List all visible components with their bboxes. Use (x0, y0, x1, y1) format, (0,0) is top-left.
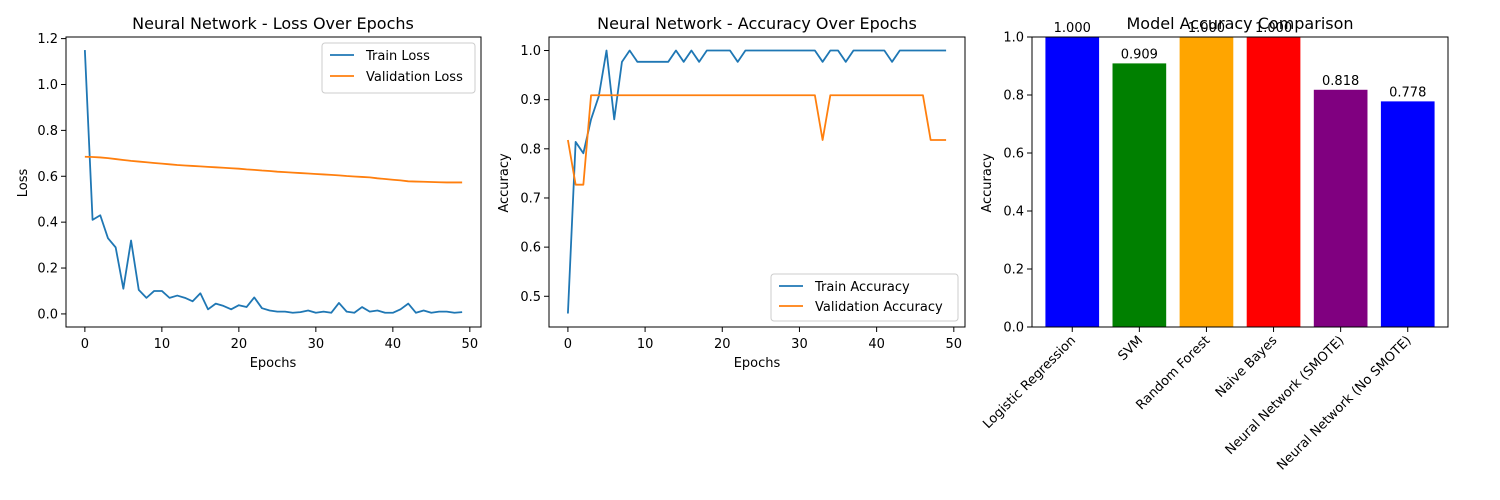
loss-chart-frame (65, 36, 482, 328)
loss-chart-xtick-label: 20 (231, 337, 248, 352)
accuracy-chart: Neural Network - Accuracy Over Epochs Ep… (497, 14, 966, 371)
accuracy-chart-ylabel: Accuracy (497, 153, 512, 213)
model-comparison-ytick-label: 0.0 (1003, 321, 1024, 336)
model-comparison-ytick-label: 1.0 (1003, 31, 1024, 46)
loss-chart-marks: 0 10 20 30 40 50 0.0 0.2 0.4 0.6 0.8 1.0 1.2 (37, 32, 478, 352)
loss-chart-legend: Train Loss Validation Loss (321, 42, 476, 94)
loss-chart-xtick-label: 50 (462, 337, 479, 352)
model-comparison-ylabel: Accuracy (980, 153, 995, 213)
model-comparison-ytick-label: 0.8 (1003, 89, 1024, 104)
accuracy-chart-legend: Train Accuracy Validation Accuracy (770, 273, 959, 322)
loss-chart-ytick-label: 0.6 (37, 170, 58, 185)
loss-legend-box (321, 42, 476, 94)
loss-chart-ytick-label: 0.4 (37, 216, 58, 231)
bar-logistic-regression (1045, 37, 1100, 327)
loss-chart-xtick-label: 0 (81, 337, 89, 352)
bar-neural-network-smote (1313, 89, 1368, 327)
accuracy-chart-ytick-label: 1.0 (520, 44, 541, 59)
accuracy-chart-xtick-label: 20 (714, 337, 731, 352)
accuracy-chart-ytick-label: 0.9 (520, 93, 541, 108)
model-comparison-ytick-label: 0.2 (1003, 263, 1024, 278)
accuracy-chart-xtick-label: 10 (637, 337, 654, 352)
loss-chart-ytick-label: 1.2 (37, 32, 58, 47)
bar-random-forest (1179, 37, 1234, 327)
accuracy-chart-xtick-label: 0 (564, 337, 572, 352)
series-line-validation-accuracy (567, 94, 947, 186)
accuracy-chart-frame (548, 36, 966, 328)
loss-chart-xtick-label: 10 (154, 337, 171, 352)
accuracy-chart-xtick-label: 30 (791, 337, 808, 352)
bar-value-label: 1.000 (1188, 21, 1225, 36)
legend-label-train-accuracy: Train Accuracy (814, 280, 910, 295)
loss-chart: Neural Network - Loss Over Epochs Epochs… (16, 14, 482, 371)
accuracy-chart-ytick-label: 0.5 (520, 290, 541, 305)
accuracy-chart-ytick-label: 0.6 (520, 241, 541, 256)
loss-chart-xlabel: Epochs (250, 356, 297, 371)
series-line-train-loss (83, 50, 463, 314)
model-comparison-ytick-label: 0.6 (1003, 147, 1024, 162)
loss-chart-xtick-label: 30 (308, 337, 325, 352)
loss-chart-ytick-label: 0.0 (37, 307, 58, 322)
legend-label-validation-loss: Validation Loss (366, 70, 463, 85)
accuracy-chart-xtick-label: 50 (946, 337, 963, 352)
bar-svm (1112, 63, 1167, 327)
legend-label-validation-accuracy: Validation Accuracy (815, 300, 943, 315)
bar-value-label: 1.000 (1255, 21, 1292, 36)
model-comparison-title: Model Accuracy Comparison (1126, 14, 1353, 33)
loss-chart-ytick-label: 1.0 (37, 78, 58, 93)
loss-chart-xtick-label: 40 (385, 337, 402, 352)
accuracy-chart-marks: 0 10 20 30 40 50 0.5 0.6 0.7 0.8 0.9 1.0 (520, 44, 962, 352)
bar-neural-network-no-smote (1380, 101, 1435, 327)
bar-value-label: 1.000 (1054, 21, 1091, 36)
bar-value-label: 0.818 (1322, 74, 1359, 89)
loss-chart-ytick-label: 0.8 (37, 124, 58, 139)
model-comparison-ytick-label: 0.4 (1003, 205, 1024, 220)
bar-value-label: 0.909 (1121, 47, 1158, 62)
bar-naive-bayes (1246, 37, 1301, 327)
accuracy-chart-ytick-label: 0.7 (520, 191, 541, 206)
series-line-train-accuracy (567, 49, 947, 314)
legend-label-train-loss: Train Loss (365, 49, 430, 64)
accuracy-chart-xlabel: Epochs (734, 356, 781, 371)
loss-chart-title: Neural Network - Loss Over Epochs (132, 14, 414, 33)
loss-chart-ylabel: Loss (16, 169, 31, 198)
bar-value-label: 0.778 (1389, 85, 1426, 100)
accuracy-chart-title: Neural Network - Accuracy Over Epochs (597, 14, 917, 33)
loss-chart-ytick-label: 0.2 (37, 262, 58, 277)
accuracy-chart-ytick-label: 0.8 (520, 142, 541, 157)
accuracy-legend-box (770, 273, 959, 322)
accuracy-chart-xtick-label: 40 (868, 337, 885, 352)
series-line-validation-loss (84, 155, 463, 184)
model-comparison-frame (1031, 36, 1449, 328)
